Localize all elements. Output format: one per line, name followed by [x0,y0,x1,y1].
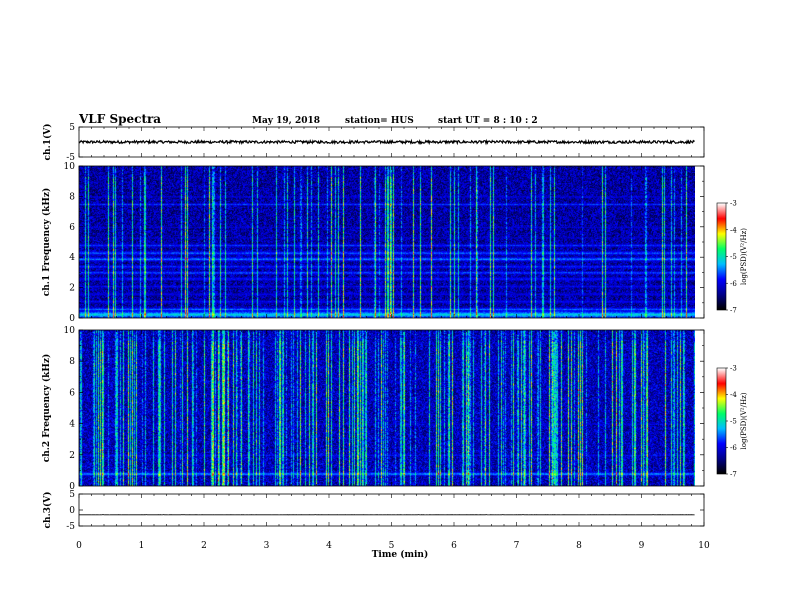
start-time-label: start UT = 8 : 10 : 2 [438,116,538,126]
x-tick-label: 0 [76,541,82,551]
y-axis-label: ch.1(V) [42,124,53,161]
y-tick-label: 8 [69,192,75,202]
ch1-colorbar: -3 -4 -5 -6 -7 log(PSD)(V²/Hz) [716,200,748,315]
colorbar-tick-label: -4 [730,391,737,399]
x-tick-label: 3 [264,541,270,551]
x-tick-label: 10 [698,541,710,551]
y-tick-label: 5 [69,123,75,133]
y-tick-label: -5 [66,153,75,163]
colorbar-tick-label: -5 [730,418,737,426]
colorbar-tick-label: -6 [730,280,737,288]
y-tick-label: 10 [64,326,76,336]
y-tick-label: -5 [66,522,75,532]
x-tick-label: 4 [326,541,332,551]
ch1-waveform-panel: 5 -5 ch.1(V) [42,123,705,163]
colorbar-label: log(PSD)(V²/Hz) [740,228,748,285]
y-tick-label: 0 [69,506,75,516]
x-tick-label: 7 [514,541,520,551]
y-tick-label: 6 [69,388,75,398]
colorbar-tick-label: -3 [730,200,737,208]
y-tick-label: 8 [69,357,75,367]
waveform-trace [78,138,695,146]
station-label: station= HUS [345,116,414,126]
y-tick-label: 4 [69,253,75,263]
y-tick-label: 0 [69,482,75,492]
colorbar-tick-label: -5 [730,253,737,261]
colorbar-tick-label: -7 [730,307,737,315]
x-tick-label: 1 [139,541,145,551]
ch1-colorbar-gradient [717,203,726,310]
y-axis-label: ch.2 Frequency (kHz) [41,354,52,463]
y-axis-label: ch.1 Frequency (kHz) [41,188,52,297]
y-axis-label: ch.3(V) [42,492,53,529]
colorbar-tick-label: -6 [730,444,737,452]
colorbar-label: log(PSD)(V²/Hz) [740,392,748,449]
x-tick-label: 2 [201,541,207,551]
ch1-spectrogram-image [79,166,695,318]
ch2-colorbar-gradient [717,368,726,474]
y-tick-label: 10 [64,162,76,172]
y-tick-label: 2 [69,451,75,461]
y-tick-label: 4 [69,420,75,430]
ch1-spectrogram-panel: 0 2 4 6 8 10 ch.1 Frequency (kHz) [41,162,705,324]
colorbar-tick-label: -7 [730,471,737,479]
colorbar-tick-label: -3 [730,365,737,373]
figure-title: VLF Spectra [78,112,161,126]
x-tick-label: 5 [389,541,395,551]
date-label: May 19, 2018 [252,116,320,126]
x-axis-label: Time (min) [372,549,429,560]
x-tick-label: 6 [451,541,457,551]
panel-frame [78,493,705,527]
colorbar-tick-label: -4 [730,226,737,234]
ch2-colorbar: -3 -4 -5 -6 -7 log(PSD)(V²/Hz) [716,365,748,479]
time-axis: 0 1 2 3 4 5 6 7 8 9 10 [76,541,710,551]
ch2-spectrogram-panel: 0 2 4 6 8 10 ch.2 Frequency (kHz) [41,326,705,492]
ch3-waveform-panel: 5 0 -5 ch.3(V) [42,490,705,532]
ch2-spectrogram-image [79,330,695,486]
x-tick-label: 8 [576,541,582,551]
y-tick-label: 2 [69,284,75,294]
x-tick-label: 9 [639,541,645,551]
y-tick-label: 5 [69,490,75,500]
y-tick-label: 0 [69,314,75,324]
y-tick-label: 6 [69,223,75,233]
